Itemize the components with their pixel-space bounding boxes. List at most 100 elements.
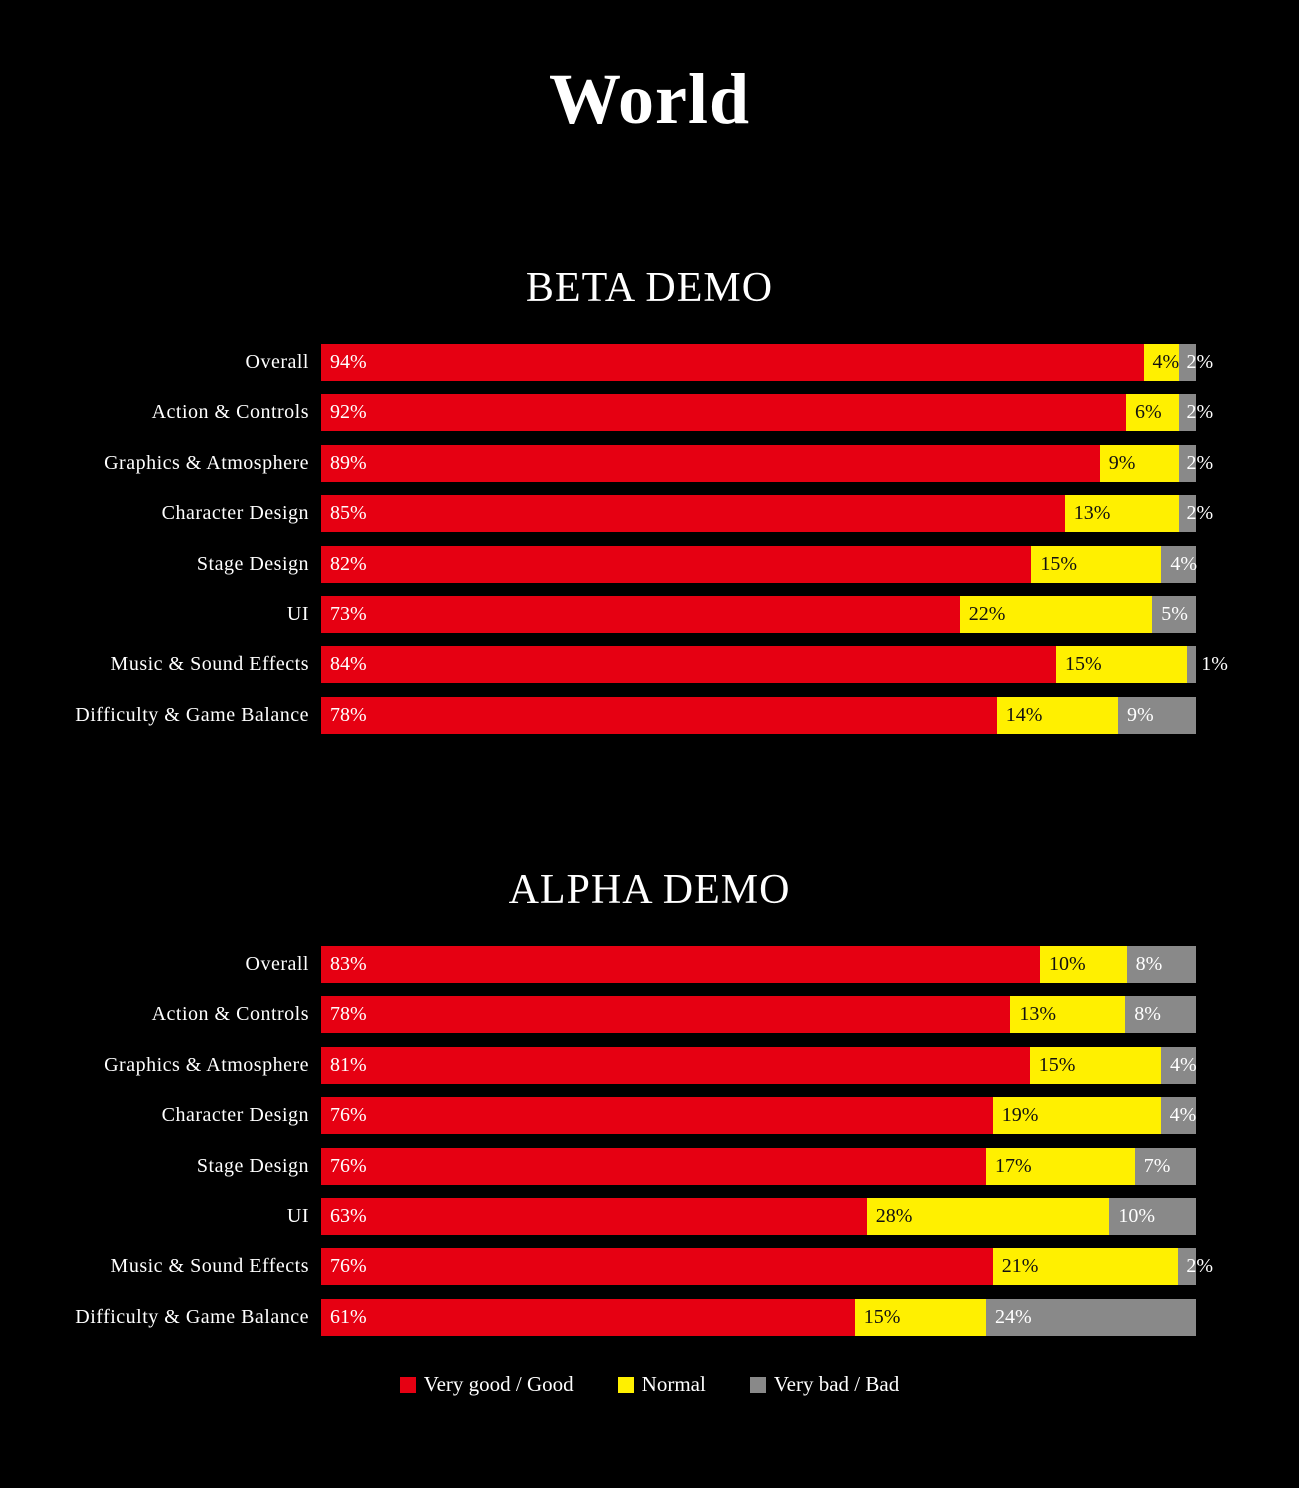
value-bad: 9% xyxy=(1127,704,1154,726)
value-good: 83% xyxy=(330,953,367,975)
legend: Very good / Good Normal Very bad / Bad xyxy=(0,1372,1299,1397)
segment-bad: 2% xyxy=(1178,495,1213,532)
section-title: ALPHA DEMO xyxy=(508,867,791,913)
segment-good: 61% xyxy=(321,1299,855,1336)
row-label: Difficulty & Game Balance xyxy=(75,704,309,726)
stacked-bar: 92% 6% 2% xyxy=(321,394,1213,431)
segment-normal: 4% xyxy=(1143,344,1179,381)
segment-good: 94% xyxy=(321,344,1144,381)
chart-row: Action & Controls 92% 6% 2% xyxy=(0,394,1299,431)
value-normal: 13% xyxy=(1073,502,1111,524)
row-label: Action & Controls xyxy=(151,1003,309,1025)
row-label: Character Design xyxy=(161,502,309,524)
legend-swatch-normal xyxy=(617,1376,634,1393)
segment-good: 89% xyxy=(321,445,1100,482)
segment-normal: 19% xyxy=(992,1097,1161,1134)
segment-normal: 15% xyxy=(1031,546,1162,583)
segment-bad: 4% xyxy=(1160,1097,1197,1134)
value-good: 78% xyxy=(330,1003,367,1025)
chart-row: Overall 94% 4% 2% xyxy=(0,344,1299,381)
value-normal: 17% xyxy=(995,1155,1032,1177)
segment-bad: 2% xyxy=(1178,394,1213,431)
stacked-bar: 76% 17% 7% xyxy=(321,1148,1196,1185)
value-bad: 4% xyxy=(1170,553,1197,575)
legend-label: Very bad / Bad xyxy=(773,1372,900,1396)
segment-good: 73% xyxy=(321,596,960,633)
value-bad: 2% xyxy=(1186,351,1214,373)
segment-good: 82% xyxy=(321,546,1032,583)
value-normal: 14% xyxy=(1005,704,1043,726)
stacked-bar: 76% 19% 4% xyxy=(321,1097,1196,1134)
stacked-bar: 82% 15% 4% xyxy=(321,546,1197,583)
segment-bad: 2% xyxy=(1178,344,1213,381)
segment-normal: 22% xyxy=(959,596,1153,633)
segment-normal: 10% xyxy=(1040,946,1127,983)
value-bad: 2% xyxy=(1186,401,1214,423)
segment-normal: 9% xyxy=(1099,445,1179,482)
segment-bad: 8% xyxy=(1126,946,1196,983)
value-bad: 2% xyxy=(1186,452,1214,474)
value-bad: 4% xyxy=(1169,1104,1197,1126)
segment-good: 81% xyxy=(321,1047,1030,1084)
row-label: UI xyxy=(286,603,309,625)
chart-row: Stage Design 76% 17% 7% xyxy=(0,1148,1299,1185)
segment-good: 84% xyxy=(321,646,1056,683)
segment-good: 76% xyxy=(321,1248,993,1285)
segment-normal: 28% xyxy=(866,1198,1110,1235)
segment-normal: 17% xyxy=(986,1148,1135,1185)
value-bad: 7% xyxy=(1143,1155,1171,1177)
segment-good: 78% xyxy=(321,697,997,734)
segment-good: 63% xyxy=(321,1198,867,1235)
segment-normal: 13% xyxy=(1064,495,1179,532)
segment-good: 78% xyxy=(321,996,1011,1033)
segment-good: 83% xyxy=(321,946,1041,983)
segment-normal: 15% xyxy=(1056,646,1188,683)
value-good: 73% xyxy=(330,603,367,625)
stacked-bar: 61% 15% 24% xyxy=(321,1299,1196,1336)
segment-normal: 15% xyxy=(854,1299,986,1336)
page-title: World xyxy=(548,59,751,139)
stacked-bar: 78% 14% 9% xyxy=(321,697,1196,734)
value-bad: 1% xyxy=(1201,653,1228,675)
segment-good: 92% xyxy=(321,394,1126,431)
stacked-bar: 73% 22% 5% xyxy=(321,596,1196,633)
stacked-bar: 76% 21% 2% xyxy=(321,1248,1213,1285)
segment-bad: 9% xyxy=(1118,697,1196,734)
chart-row: Music & Sound Effects 76% 21% 2% xyxy=(0,1248,1299,1285)
chart-row: Difficulty & Game Balance 78% 14% 9% xyxy=(0,697,1299,734)
legend-item-normal: Normal xyxy=(617,1372,706,1397)
value-good: 61% xyxy=(330,1306,367,1328)
value-bad: 2% xyxy=(1186,1255,1213,1277)
stacked-bar: 81% 15% 4% xyxy=(321,1047,1197,1084)
value-bad: 8% xyxy=(1135,953,1163,975)
segment-good: 76% xyxy=(321,1148,986,1185)
value-bad: 4% xyxy=(1170,1054,1197,1076)
row-label: UI xyxy=(286,1205,309,1227)
chart-row: Action & Controls 78% 13% 8% xyxy=(0,996,1299,1033)
chart-row: Overall 83% 10% 8% xyxy=(0,946,1299,983)
row-label: Action & Controls xyxy=(151,401,309,423)
value-bad: 8% xyxy=(1134,1003,1161,1025)
value-normal: 6% xyxy=(1135,401,1162,423)
value-normal: 15% xyxy=(1040,553,1078,575)
row-label: Graphics & Atmosphere xyxy=(104,452,309,474)
segment-normal: 13% xyxy=(1010,996,1126,1033)
row-label: Overall xyxy=(245,953,309,975)
legend-swatch-bad xyxy=(749,1376,766,1393)
stacked-bar: 78% 13% 8% xyxy=(321,996,1196,1033)
value-good: 92% xyxy=(330,401,367,423)
value-normal: 15% xyxy=(1065,653,1102,675)
value-bad: 5% xyxy=(1161,603,1188,625)
segment-normal: 14% xyxy=(996,697,1119,734)
segment-bad: 7% xyxy=(1134,1148,1196,1185)
row-label: Music & Sound Effects xyxy=(110,653,309,675)
row-label: Character Design xyxy=(161,1104,309,1126)
chart-row: Music & Sound Effects 84% 15% 1% xyxy=(0,646,1299,683)
value-normal: 13% xyxy=(1019,1003,1057,1025)
row-label: Music & Sound Effects xyxy=(110,1255,309,1277)
row-label: Graphics & Atmosphere xyxy=(104,1054,309,1076)
value-good: 76% xyxy=(330,1255,367,1277)
row-label: Stage Design xyxy=(196,553,309,575)
value-bad: 10% xyxy=(1118,1205,1156,1227)
section-title: BETA DEMO xyxy=(525,265,774,311)
